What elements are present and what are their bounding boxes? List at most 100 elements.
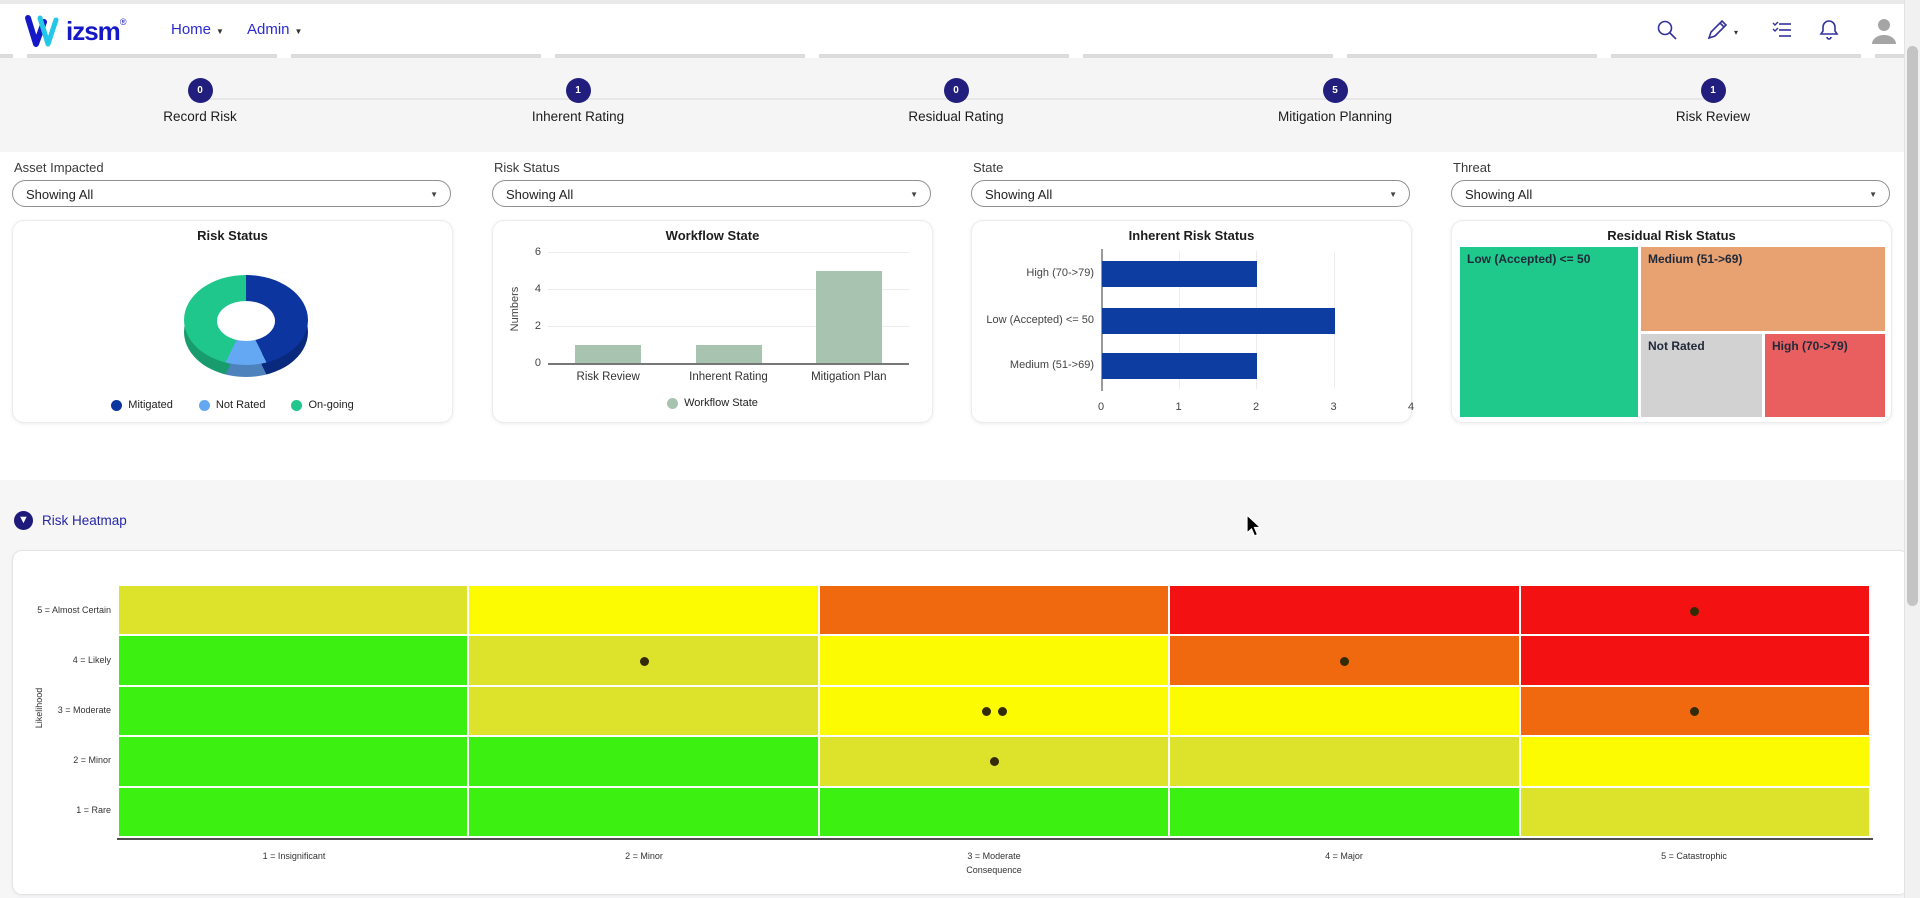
page-scrollbar-track[interactable] [1904, 0, 1920, 898]
treemap-tile-medium: Medium (51->69) [1641, 247, 1885, 331]
step-label: Mitigation Planning [1277, 109, 1393, 124]
heatmap-row-label: 5 = Almost Certain [37, 605, 111, 615]
step-record-risk[interactable]: 0 Record Risk [90, 78, 310, 124]
heatmap-cell [1520, 737, 1869, 786]
chart-title: Workflow State [665, 228, 760, 243]
inherent-risk-bar [1102, 308, 1335, 334]
risk-heatmap-grid [119, 586, 1869, 836]
edit-icon[interactable] [1705, 18, 1729, 42]
bar-legend: Workflow State [493, 397, 932, 409]
workflow-bar [815, 270, 882, 363]
legend-dot [198, 399, 210, 411]
inherent-risk-bar [1102, 261, 1257, 287]
y-tick-label: 2 [534, 320, 541, 332]
donut-legend: Mitigated Not Rated On-going [13, 399, 452, 411]
heatmap-col-label: 5 = Catastrophic [1661, 851, 1727, 861]
bar-category-label: Low (Accepted) <= 50 [986, 314, 1094, 326]
step-label: Inherent Rating [531, 109, 625, 124]
workflow-state-bar-chart: 0 2 4 6 Numbers Risk Review Inherent Rating Mit… [493, 221, 934, 424]
user-icon [1872, 19, 1896, 44]
x-tick-label: 1 [1175, 401, 1182, 413]
heatmap-cell [1170, 686, 1519, 736]
heatmap-cell [119, 787, 468, 836]
page-scrollbar-thumb[interactable] [1907, 46, 1918, 606]
heatmap-x-axis-line [117, 838, 1873, 840]
y-tick-label: 6 [534, 246, 541, 258]
step-count-badge: 5 [1322, 78, 1348, 103]
app-logo[interactable]: izsm ® [24, 12, 126, 50]
heatmap-row-label: 1 = Rare [76, 805, 111, 815]
risk-dot [989, 756, 999, 766]
x-tick-label: 4 [1407, 401, 1415, 413]
y-gridline [548, 326, 909, 327]
chart-title: Inherent Risk Status [1128, 228, 1255, 243]
mouse-cursor [1246, 514, 1263, 537]
heatmap-cell [1170, 737, 1519, 786]
step-mitigation-planning[interactable]: 5 Mitigation Planning [1225, 78, 1445, 124]
threat-select[interactable]: Showing All ▼ [1451, 180, 1890, 207]
task-list-icon[interactable] [1770, 18, 1794, 42]
risk-heatmap-card: Consequence Likelihood 5 = Almost Certai… [12, 550, 1909, 895]
search-icon[interactable] [1655, 18, 1679, 42]
y-gridline [548, 363, 909, 365]
y-axis-title: Numbers [509, 286, 521, 332]
chevron-down-icon: ▼ [1869, 190, 1877, 199]
asset-impacted-select[interactable]: Showing All ▼ [12, 180, 451, 207]
risk-heatmap-collapse-toggle[interactable]: ▼ Risk Heatmap [14, 511, 127, 530]
logo-w-icon [25, 15, 59, 47]
nav-admin[interactable]: Admin ▼ [247, 21, 303, 38]
step-risk-review[interactable]: 1 Risk Review [1603, 78, 1823, 124]
inherent-risk-card: Inherent Risk Status 0 1 2 3 4 High (70->79) L… [971, 220, 1414, 424]
treemap-tile-not-rated: Not Rated [1641, 334, 1762, 417]
heatmap-cell [1170, 787, 1519, 836]
legend-item: Not Rated [198, 399, 265, 411]
heatmap-cell [1520, 636, 1869, 685]
top-strip [0, 0, 1920, 4]
threat-label: Threat [1453, 160, 1491, 175]
chevron-down-icon: ▼ [1389, 190, 1397, 199]
heatmap-row-label: 2 = Minor [73, 755, 111, 765]
nav-home[interactable]: Home ▼ [171, 21, 224, 38]
heatmap-row-label: 3 = Moderate [57, 705, 111, 715]
y-gridline [548, 252, 909, 253]
heatmap-x-axis-title: Consequence [966, 865, 1022, 875]
profile-avatar[interactable] [1868, 14, 1900, 46]
bar-category-label: High (70->79) [1026, 267, 1094, 279]
step-count-badge: 0 [943, 78, 969, 103]
heatmap-cell [1170, 586, 1519, 635]
step-residual-rating[interactable]: 0 Residual Rating [846, 78, 1066, 124]
inherent-risk-bar-chart: 0 1 2 3 4 High (70->79) Low (Accepted) <= 50 Me… [972, 221, 1414, 424]
x-tick-label: 3 [1330, 401, 1337, 413]
state-select[interactable]: Showing All ▼ [971, 180, 1410, 207]
workflow-state-card: Workflow State 0 2 4 6 Numbers Risk Review Inh… [492, 220, 933, 423]
risk-status-card: Risk Status Mitigated Not Rated On-going [12, 220, 453, 423]
heatmap-cell [119, 737, 468, 786]
state-label: State [973, 160, 1004, 175]
y-tick-label: 4 [534, 283, 541, 295]
chart-title: Risk Status [197, 228, 268, 243]
risk-dot [639, 656, 649, 666]
edit-caret-icon[interactable]: ▾ [1734, 28, 1739, 37]
heatmap-col-label: 1 = Insignificant [262, 851, 326, 861]
x-category-label: Risk Review [576, 371, 640, 383]
risk-dot [1689, 606, 1699, 616]
notifications-icon[interactable] [1817, 18, 1841, 42]
chart-title: Residual Risk Status [1607, 228, 1736, 243]
navbar: izsm ® Home ▼ Admin ▼ ▾ [0, 4, 1920, 57]
risk-status-select[interactable]: Showing All ▼ [492, 180, 931, 207]
heatmap-cell [819, 686, 1169, 736]
step-count-badge: 0 [187, 78, 213, 103]
legend-dot [111, 399, 123, 411]
chevron-down-icon: ▼ [294, 27, 303, 36]
heatmap-col-label: 4 = Major [1325, 851, 1363, 861]
heatmap-cell [119, 586, 468, 635]
legend-dot [291, 399, 303, 411]
risk-dot [1689, 706, 1699, 716]
legend-item: On-going [291, 399, 354, 411]
logo-text: izsm [66, 15, 121, 46]
heatmap-cell [819, 636, 1169, 685]
legend-item: Mitigated [111, 399, 173, 411]
heatmap-cell [469, 586, 818, 635]
heatmap-cell [119, 636, 468, 685]
step-inherent-rating[interactable]: 1 Inherent Rating [468, 78, 688, 124]
